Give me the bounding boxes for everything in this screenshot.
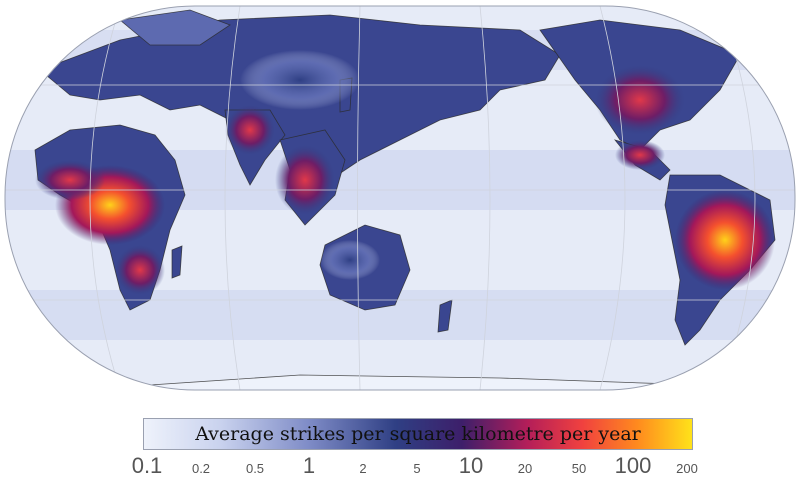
legend-tick-label: 0.2 [191, 461, 211, 476]
globe-outline [4, 5, 796, 391]
heat-spots [35, 50, 775, 295]
madagascar-land [171, 245, 183, 279]
lightning-density-map [4, 5, 796, 391]
color-scale-bar: Average strikes per square kilometre per… [143, 418, 693, 450]
legend-tick-label: 20 [517, 461, 533, 476]
legend-tick-label: 2 [359, 461, 367, 476]
legend-tick-label: 10 [458, 453, 484, 478]
legend-tick-label: 0.5 [245, 461, 265, 476]
new-zealand-land [437, 299, 453, 333]
legend-tick-label: 200 [676, 461, 698, 476]
legend-tick-label: 50 [571, 461, 587, 476]
legend-tick-label: 5 [413, 461, 421, 476]
greenland-land [119, 9, 231, 46]
legend-title: Average strikes per square kilometre per… [195, 423, 641, 445]
legend-tick-label: 100 [614, 453, 652, 478]
legend-tick-label: 1 [302, 453, 316, 478]
legend-tick-label: 0.1 [131, 453, 163, 478]
